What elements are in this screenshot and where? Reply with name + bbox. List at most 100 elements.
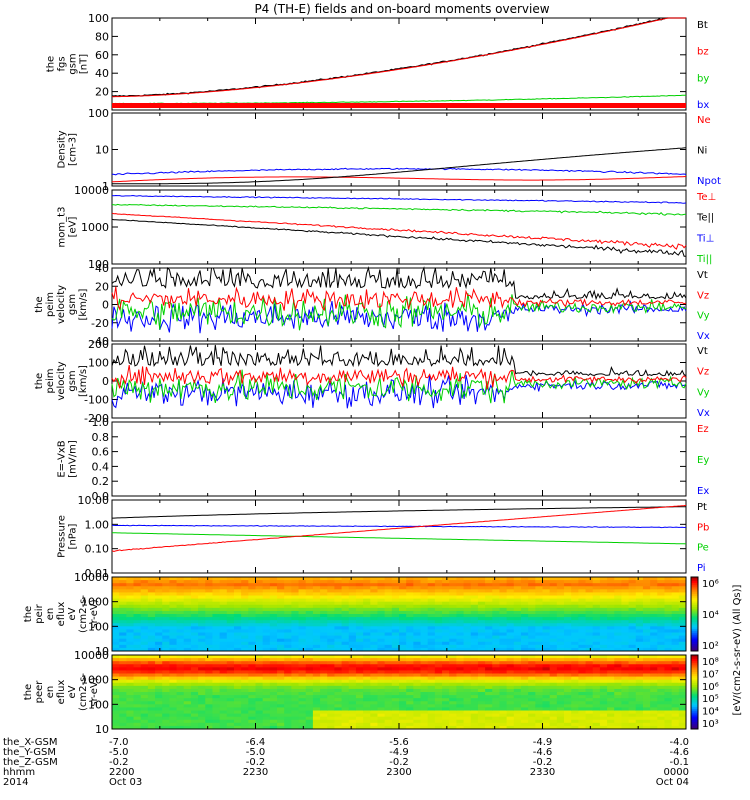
heatmap-cell xyxy=(542,641,551,646)
heatmap-cell xyxy=(492,589,500,593)
heatmap-cell xyxy=(198,716,206,721)
heatmap-cell xyxy=(370,661,378,665)
heatmap-cell xyxy=(147,601,156,606)
heatmap-cell xyxy=(183,601,192,606)
heatmap-cell xyxy=(112,667,120,671)
x-row-value: -4.6 xyxy=(533,747,553,758)
heatmap-cell xyxy=(564,598,572,603)
heatmap-cell xyxy=(549,676,558,681)
heatmap-cell xyxy=(126,647,135,652)
heatmap-cell xyxy=(592,682,601,687)
heatmap-cell xyxy=(355,676,364,681)
heatmap-cell xyxy=(248,682,256,687)
heatmap-cell xyxy=(607,707,615,711)
heatmap-cell xyxy=(205,722,213,727)
heatmap-cell xyxy=(176,614,185,618)
heatmap-cell xyxy=(298,722,307,727)
heatmap-cell xyxy=(556,685,565,690)
heatmap-cell xyxy=(133,586,142,590)
heatmap-cell xyxy=(233,695,242,699)
heatmap-cell xyxy=(406,688,414,693)
heatmap-cell xyxy=(420,710,429,715)
heatmap-cell xyxy=(155,638,163,643)
legend-entry-Vy: Vy xyxy=(697,387,710,398)
heatmap-cell xyxy=(664,707,673,711)
heatmap-cell xyxy=(599,635,608,640)
heatmap-cell xyxy=(269,719,278,724)
y-axis-label: [km/s] xyxy=(78,288,89,320)
heatmap-cell xyxy=(492,713,500,718)
heatmap-cell xyxy=(477,604,486,609)
heatmap-cell xyxy=(140,704,149,708)
heatmap-cell xyxy=(363,698,371,702)
heatmap-cell xyxy=(449,623,457,627)
heatmap-cell xyxy=(277,725,285,730)
heatmap-cell xyxy=(434,626,443,630)
heatmap-cell xyxy=(399,632,407,637)
heatmap-cell xyxy=(635,695,644,699)
heatmap-cell xyxy=(219,580,228,584)
heatmap-cell xyxy=(564,577,572,581)
heatmap-cell xyxy=(549,692,558,696)
heatmap-cell xyxy=(578,695,587,699)
heatmap-cell xyxy=(391,583,400,587)
heatmap-cell xyxy=(370,692,378,696)
heatmap-cell xyxy=(485,617,493,621)
heatmap-cell xyxy=(506,589,515,593)
heatmap-cell xyxy=(664,604,673,609)
heatmap-cell xyxy=(657,617,665,621)
heatmap-cell xyxy=(399,710,407,715)
heatmap-cell xyxy=(399,644,407,649)
heatmap-cell xyxy=(635,601,644,606)
heatmap-cell xyxy=(442,713,450,718)
heatmap-cell xyxy=(664,617,673,621)
heatmap-cell xyxy=(485,692,493,696)
colorbar-step xyxy=(691,615,698,619)
heatmap-cell xyxy=(628,647,637,652)
heatmap-cell xyxy=(485,586,493,590)
heatmap-cell xyxy=(528,604,536,609)
heatmap-cell xyxy=(176,725,185,730)
heatmap-cell xyxy=(162,722,170,727)
heatmap-cell xyxy=(298,725,307,730)
heatmap-cell xyxy=(183,722,192,727)
heatmap-cell xyxy=(169,679,178,684)
heatmap-cell xyxy=(549,725,558,730)
heatmap-cell xyxy=(463,688,472,693)
heatmap-cell xyxy=(248,626,256,630)
heatmap-cell xyxy=(341,688,350,693)
heatmap-cell xyxy=(241,685,249,690)
heatmap-cell xyxy=(434,685,443,690)
heatmap-cell xyxy=(370,617,378,621)
heatmap-cell xyxy=(664,658,673,662)
heatmap-cell xyxy=(513,617,522,621)
heatmap-cell xyxy=(628,710,637,715)
heatmap-cell xyxy=(463,629,472,633)
heatmap-cell xyxy=(399,655,407,659)
heatmap-cell xyxy=(348,580,357,584)
heatmap-cell xyxy=(564,679,572,684)
heatmap-cell xyxy=(406,580,414,584)
heatmap-cell xyxy=(198,661,206,665)
heatmap-cell xyxy=(277,626,285,630)
heatmap-cell xyxy=(305,688,314,693)
heatmap-cell xyxy=(140,695,149,699)
heatmap-cell xyxy=(578,601,587,606)
heatmap-cell xyxy=(269,695,278,699)
heatmap-cell xyxy=(592,595,601,600)
heatmap-cell xyxy=(564,710,572,715)
heatmap-cell xyxy=(427,638,436,643)
heatmap-cell xyxy=(585,641,594,646)
heatmap-cell xyxy=(678,614,687,618)
heatmap-cell xyxy=(542,607,551,612)
heatmap-cell xyxy=(599,661,608,665)
heatmap-cell xyxy=(420,638,429,643)
heatmap-cell xyxy=(205,716,213,721)
heatmap-cell xyxy=(470,661,479,665)
heatmap-cell xyxy=(492,722,500,727)
heatmap-cell xyxy=(599,707,608,711)
heatmap-cell xyxy=(427,695,436,699)
heatmap-cell xyxy=(363,580,371,584)
